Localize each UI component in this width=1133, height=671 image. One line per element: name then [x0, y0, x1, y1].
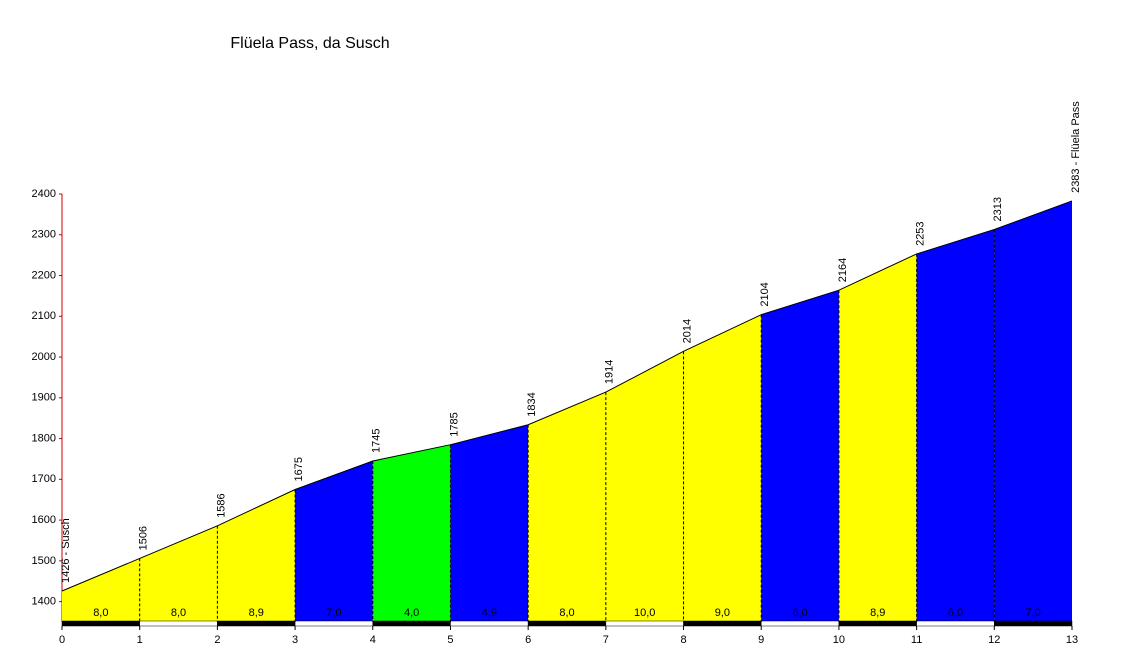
x-tick-label: 4	[370, 634, 376, 646]
x-tick-label: 1	[137, 634, 143, 646]
segment-area	[761, 290, 839, 622]
gradient-label: 8,9	[870, 607, 885, 619]
scale-bar	[605, 620, 684, 627]
elevation-label: 2313	[992, 197, 1004, 221]
chart-title: Flüela Pass, da Susch	[230, 35, 389, 52]
elevation-label: 2014	[681, 319, 693, 343]
segment-area	[683, 314, 762, 622]
scale-bar	[683, 620, 762, 627]
scale-bar	[994, 620, 1073, 627]
segment-area	[62, 558, 140, 622]
gradient-label: 8,0	[559, 607, 574, 619]
x-tick-label: 9	[758, 634, 764, 646]
gradient-label: 6,0	[792, 607, 807, 619]
y-tick-label: 2000	[32, 351, 56, 363]
segment-area	[528, 392, 606, 622]
scale-bar	[372, 620, 451, 627]
y-tick-label: 1900	[32, 392, 56, 404]
gradient-label: 6,0	[948, 607, 963, 619]
x-tick-label: 8	[680, 634, 686, 646]
gradient-label: 7,0	[326, 607, 341, 619]
elevation-label: 1745	[371, 429, 383, 453]
elevation-label: 1586	[215, 493, 227, 517]
scale-bar	[61, 620, 140, 627]
y-tick-label: 2300	[32, 229, 56, 241]
scale-bar	[916, 620, 995, 627]
segment-area	[916, 229, 995, 622]
y-tick-label: 2100	[32, 310, 56, 322]
elevation-label: 2104	[759, 282, 771, 306]
elevation-label: 2164	[837, 258, 849, 282]
scale-bar	[139, 620, 218, 627]
segment-area	[994, 200, 1072, 623]
scale-bar	[760, 620, 840, 627]
gradient-label: 10,0	[634, 607, 655, 619]
gradient-label: 4,9	[482, 607, 497, 619]
elevation-label: 1834	[526, 392, 538, 416]
elevation-label: 1675	[293, 457, 305, 481]
x-tick-label: 10	[833, 634, 845, 646]
scale-bar	[217, 620, 296, 627]
x-tick-label: 3	[292, 634, 298, 646]
y-tick-label: 1400	[32, 596, 56, 608]
x-tick-label: 5	[447, 634, 453, 646]
x-tick-label: 2	[214, 634, 220, 646]
segment-area	[450, 424, 529, 622]
x-tick-label: 13	[1066, 634, 1078, 646]
gradient-label: 8,0	[93, 607, 108, 619]
scale-bar	[527, 620, 607, 627]
elevation-label: 1785	[448, 412, 460, 436]
elevation-label: 1426 - Susch	[60, 518, 72, 583]
segment-area	[295, 460, 373, 622]
profile-line	[61, 200, 1073, 592]
segment-area	[838, 253, 917, 623]
segment-area	[372, 444, 451, 622]
y-tick-label: 1800	[32, 432, 56, 444]
x-tick-label: 7	[603, 634, 609, 646]
scale-bar	[450, 620, 529, 627]
x-tick-label: 6	[525, 634, 531, 646]
x-tick-label: 0	[59, 634, 65, 646]
gradient-label: 8,0	[171, 607, 186, 619]
x-tick-label: 12	[988, 634, 1000, 646]
scale-bar	[838, 620, 917, 627]
x-tick-label: 11	[911, 634, 922, 646]
elevation-label: 2253	[915, 221, 927, 245]
y-tick-label: 1700	[32, 473, 56, 485]
segment-area	[605, 351, 684, 622]
segment-area	[139, 525, 218, 622]
y-tick-label: 1600	[32, 514, 56, 526]
segment-area	[217, 489, 296, 622]
elevation-label: 2383 - Flüela Pass	[1070, 101, 1082, 193]
elevation-label: 1914	[604, 360, 616, 384]
scale-bar	[294, 620, 374, 627]
elevation-label: 1506	[138, 526, 150, 550]
gradient-label: 7,0	[1026, 607, 1041, 619]
gradient-label: 9,0	[715, 607, 730, 619]
gradient-label: 8,9	[249, 607, 264, 619]
gradient-label: 4,0	[404, 607, 419, 619]
y-tick-label: 2400	[32, 188, 56, 200]
y-tick-label: 2200	[32, 269, 56, 281]
y-tick-label: 1500	[32, 555, 56, 567]
